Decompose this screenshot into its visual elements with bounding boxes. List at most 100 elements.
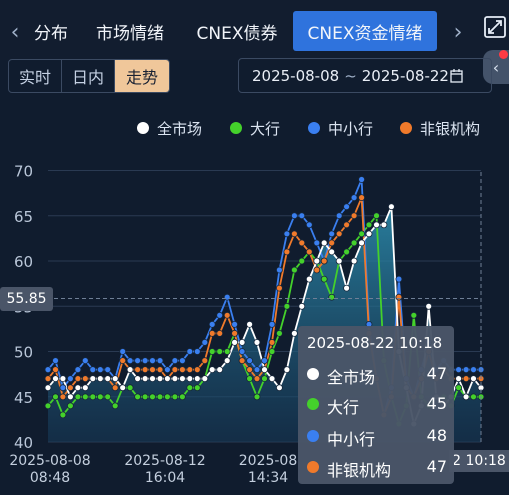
non-bank-point [208, 329, 216, 337]
non-bank-point [178, 366, 186, 374]
big-banks-point [216, 348, 224, 355]
all-market-point [462, 393, 470, 401]
x-tick-date: 2025-08-12 [124, 453, 205, 469]
big-banks-point [96, 393, 104, 401]
small-medium-banks-point [104, 366, 112, 374]
all-market-point [283, 366, 291, 374]
big-banks-point [134, 393, 142, 401]
small-medium-banks-point [238, 348, 246, 355]
non-bank-point [290, 230, 298, 238]
big-banks-point [275, 329, 283, 337]
big-banks-point [81, 393, 89, 401]
view-mode-selector: 实时 日内 走势 [8, 59, 170, 93]
small-medium-banks-point [455, 366, 463, 374]
non-bank-point [149, 366, 156, 374]
big-banks-point [44, 402, 52, 410]
tab-next-button[interactable]: › [445, 14, 471, 50]
date-end: 2025-08-22 [361, 66, 449, 85]
non-bank-point [462, 375, 470, 383]
big-banks-point [455, 384, 463, 392]
non-bank-point [216, 329, 224, 337]
small-medium-banks-point [246, 357, 254, 365]
all-market-point [365, 230, 373, 238]
legend-item-small-medium-banks[interactable]: 中小行 [308, 118, 373, 138]
small-medium-banks-point [350, 194, 358, 202]
small-medium-banks-point [178, 357, 186, 365]
non-bank-point [201, 357, 209, 365]
big-banks-point [186, 384, 194, 392]
chart-tooltip: 2025-08-22 10:18 全市场 47 大行 45 中小行 48 非银机… [298, 326, 454, 484]
all-market-point [81, 384, 89, 392]
big-banks-point [208, 348, 216, 355]
all-market-point [96, 375, 104, 383]
crosshair-y-label: 55.85 [0, 287, 53, 311]
tab-market-sentiment[interactable]: 市场情绪 [84, 11, 176, 51]
all-market-point [455, 375, 463, 383]
x-tick-time: 16:04 [145, 470, 185, 486]
y-tick-label: 40 [14, 434, 33, 452]
small-medium-banks-point [223, 293, 231, 301]
big-banks-point [261, 375, 268, 383]
view-mode-trend[interactable]: 走势 [115, 60, 169, 92]
all-market-point [201, 375, 209, 383]
non-bank-point [193, 366, 201, 374]
tab-cnex-bonds[interactable]: CNEX债券 [188, 11, 286, 51]
all-market-point [104, 375, 112, 383]
tooltip-marker [307, 368, 319, 380]
all-market-point [358, 239, 366, 247]
small-medium-banks-point [134, 357, 142, 365]
all-market-point [268, 375, 276, 383]
tab-cnex-funding-sentiment[interactable]: CNEX资金情绪 [293, 11, 437, 51]
big-banks-point [253, 393, 261, 401]
tab-label: CNEX资金情绪 [307, 23, 423, 44]
view-mode-realtime[interactable]: 实时 [9, 60, 62, 92]
view-mode-intraday[interactable]: 日内 [62, 60, 115, 92]
non-bank-point [253, 375, 261, 383]
small-medium-banks-point [126, 357, 134, 365]
date-range-picker[interactable]: 2025-08-08 ~ 2025-08-22 [238, 58, 492, 93]
all-market-point [380, 221, 388, 229]
all-market-point [119, 384, 127, 392]
small-medium-banks-point [156, 357, 164, 365]
tab-label: CNEX债券 [196, 23, 278, 44]
all-market-point [126, 366, 134, 374]
non-bank-point [358, 194, 366, 202]
small-medium-banks-point [89, 366, 97, 374]
all-market-point [246, 320, 254, 328]
small-medium-banks-point [149, 357, 156, 365]
all-market-point [253, 338, 261, 346]
tab-label: 市场情绪 [96, 23, 164, 44]
legend-item-non-bank[interactable]: 非银机构 [400, 118, 480, 138]
small-medium-banks-point [231, 320, 239, 328]
all-market-point [141, 375, 149, 383]
tab-prev-button[interactable]: ‹ [2, 14, 28, 50]
tab-distribution[interactable]: 分布 [28, 11, 68, 51]
all-market-point [67, 393, 74, 401]
big-banks-point [171, 393, 179, 401]
big-banks-point [290, 266, 298, 274]
big-banks-point [156, 393, 164, 401]
non-bank-point [52, 366, 59, 374]
non-bank-point [119, 357, 127, 365]
all-market-point [313, 257, 321, 265]
small-medium-banks-point [335, 212, 343, 220]
small-medium-banks-point [59, 384, 67, 392]
big-banks-point [111, 402, 119, 410]
big-banks-point [163, 393, 171, 401]
date-start: 2025-08-08 [252, 66, 340, 85]
all-market-point [111, 375, 119, 383]
tab-label: 分布 [34, 23, 68, 44]
legend-item-all-market[interactable]: 全市场 [137, 118, 202, 138]
big-banks-point [246, 375, 254, 383]
big-banks-point [268, 348, 276, 355]
tooltip-marker [307, 430, 319, 442]
small-medium-banks-point [193, 348, 201, 355]
big-banks-point [365, 221, 373, 229]
all-market-point [305, 275, 313, 283]
legend-item-big-banks[interactable]: 大行 [230, 118, 280, 138]
y-tick-label: 65 [14, 208, 33, 226]
all-market-point [156, 375, 164, 383]
expand-icon[interactable] [484, 16, 506, 38]
small-medium-banks-point [141, 357, 149, 365]
non-bank-point [246, 366, 254, 374]
